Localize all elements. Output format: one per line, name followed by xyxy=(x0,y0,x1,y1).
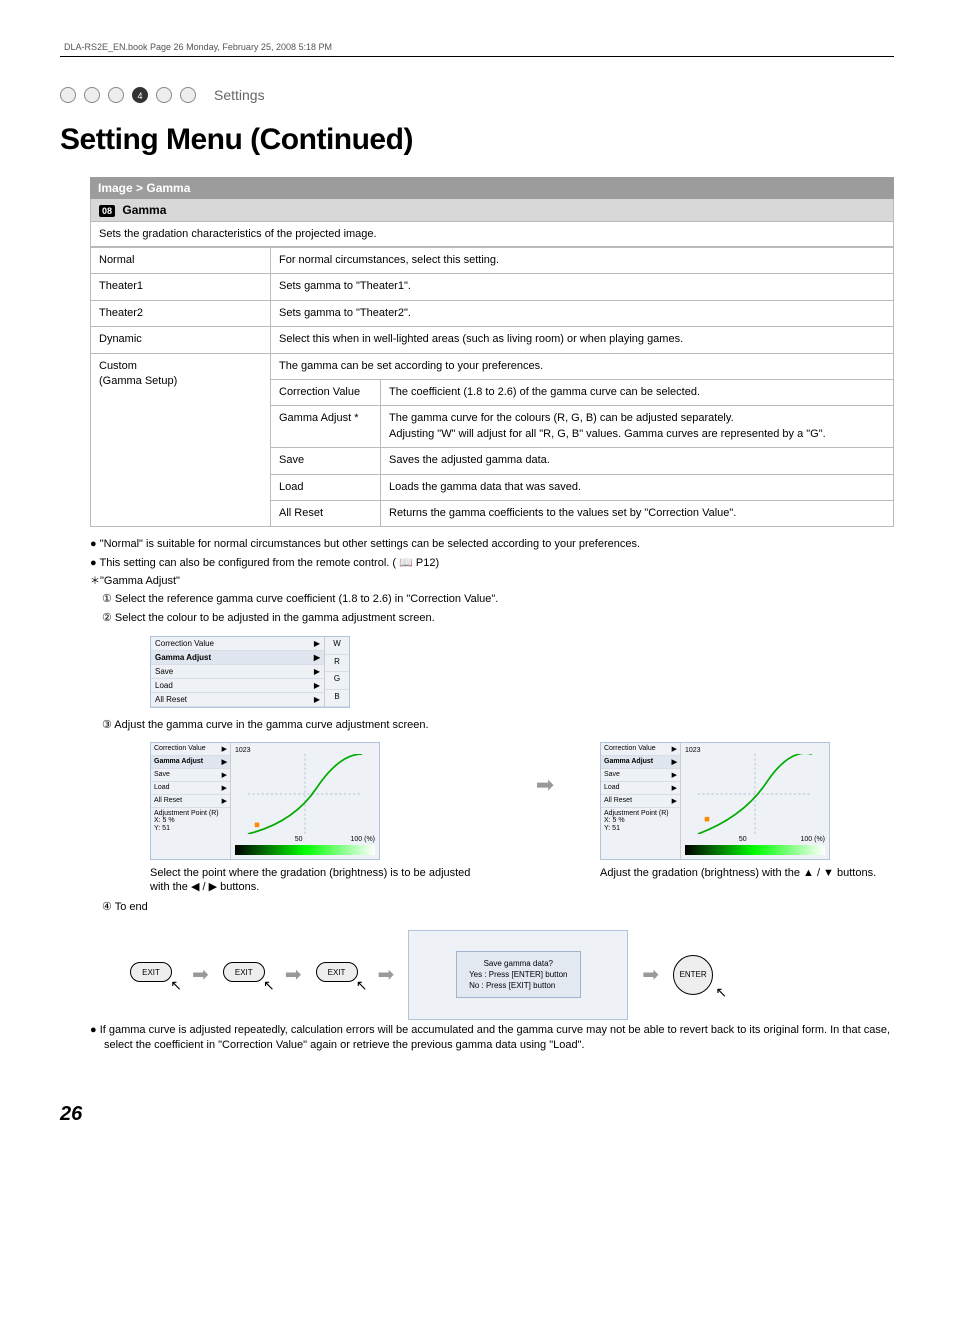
graph-screenshot-point-select: Correction Value▶ Gamma Adjust▶ Save▶ Lo… xyxy=(150,742,380,860)
flow-arrow-icon: ➡ xyxy=(642,962,659,987)
flow-arrow-icon: ➡ xyxy=(192,962,209,987)
flow-arrow-icon: ➡ xyxy=(378,962,395,987)
row-desc: The gamma can be set according to your p… xyxy=(271,353,894,379)
step-line: ③ Adjust the gamma curve in the gamma cu… xyxy=(90,718,894,733)
menu-screenshot-colour-select: Correction Value▶ Gamma Adjust▶ Save▶ Lo… xyxy=(150,636,350,708)
flow-arrow-icon: ➡ xyxy=(285,962,302,987)
step-circle xyxy=(156,87,172,103)
row-label: Normal xyxy=(91,248,271,274)
sub-row-label: Gamma Adjust * xyxy=(271,406,381,448)
note-line: "Normal" is suitable for normal circumst… xyxy=(90,537,894,552)
section-intro: Sets the gradation characteristics of th… xyxy=(90,222,894,247)
step-circle xyxy=(180,87,196,103)
sub-row-label: Load xyxy=(271,474,381,500)
row-desc: Sets gamma to "Theater1". xyxy=(271,274,894,300)
page-title: Setting Menu (Continued) xyxy=(60,123,894,157)
sub-row-desc: Saves the adjusted gamma data. xyxy=(381,448,894,474)
caption-right: Adjust the gradation (brightness) with t… xyxy=(600,866,876,880)
dialog-title: Save gamma data? xyxy=(469,958,567,969)
book-icon: 📖 xyxy=(399,557,413,569)
cursor-icon: ↖ xyxy=(263,977,275,994)
table-row: Dynamic Select this when in well-lighted… xyxy=(91,327,894,353)
sub-row-label: All Reset xyxy=(271,500,381,526)
final-note: If gamma curve is adjusted repeatedly, c… xyxy=(90,1023,894,1054)
sub-row-desc: The gamma curve for the colours (R, G, B… xyxy=(381,406,894,448)
enter-button-icon: ENTER ↖ xyxy=(673,955,723,995)
table-row: Normal For normal circumstances, select … xyxy=(91,248,894,274)
sub-row-desc: Returns the gamma coefficients to the va… xyxy=(381,500,894,526)
exit-button-icon: EXIT ↖ xyxy=(316,962,364,988)
gradient-bar-icon xyxy=(235,845,375,855)
cursor-icon: ↖ xyxy=(356,977,368,994)
row-label: Theater1 xyxy=(91,274,271,300)
gamma-table: Normal For normal circumstances, select … xyxy=(90,247,894,527)
table-row-custom: Custom (Gamma Setup) The gamma can be se… xyxy=(91,353,894,379)
flow-arrow-icon: ➡ xyxy=(530,742,560,798)
dialog-yes: Yes : Press [ENTER] button xyxy=(469,969,567,980)
gradient-bar-icon xyxy=(685,845,825,855)
cursor-icon: ↖ xyxy=(170,977,182,994)
row-label: Dynamic xyxy=(91,327,271,353)
exit-button-icon: EXIT ↖ xyxy=(223,962,271,988)
row-desc: Select this when in well-lighted areas (… xyxy=(271,327,894,353)
row-label: Theater2 xyxy=(91,300,271,326)
note-line: This setting can also be configured from… xyxy=(90,556,894,571)
step-circle xyxy=(84,87,100,103)
row-label-custom: Custom (Gamma Setup) xyxy=(91,353,271,527)
sub-row-label: Correction Value xyxy=(271,379,381,405)
sub-section-label: Gamma xyxy=(122,203,166,217)
notes-block: "Normal" is suitable for normal circumst… xyxy=(90,537,894,1053)
breadcrumb: 4 Settings xyxy=(60,87,894,103)
sub-row-desc: The coefficient (1.8 to 2.6) of the gamm… xyxy=(381,379,894,405)
sub-row-label: Save xyxy=(271,448,381,474)
step-line: ④ To end xyxy=(90,900,894,915)
caption-left: Select the point where the gradation (br… xyxy=(150,866,490,895)
exit-button-icon: EXIT ↖ xyxy=(130,962,178,988)
row-desc: For normal circumstances, select this se… xyxy=(271,248,894,274)
section-bar: Image > Gamma xyxy=(90,177,894,199)
step-circle-active: 4 xyxy=(132,87,148,103)
save-dialog: Save gamma data? Yes : Press [ENTER] but… xyxy=(408,930,628,1020)
cursor-icon: ↖ xyxy=(715,984,727,1001)
gamma-curve-icon xyxy=(235,754,375,834)
section-badge: 08 xyxy=(99,205,115,217)
graph-screenshot-adjust: Correction Value▶ Gamma Adjust▶ Save▶ Lo… xyxy=(600,742,830,860)
table-row: Theater2 Sets gamma to "Theater2". xyxy=(91,300,894,326)
step-circle xyxy=(108,87,124,103)
step-circle xyxy=(60,87,76,103)
gamma-curve-icon xyxy=(685,754,825,834)
table-row: Theater1 Sets gamma to "Theater1". xyxy=(91,274,894,300)
page-header-line: DLA-RS2E_EN.book Page 26 Monday, Februar… xyxy=(60,40,894,57)
breadcrumb-label: Settings xyxy=(214,87,265,103)
note-asterisk: "Gamma Adjust" xyxy=(90,574,894,589)
sub-section-bar: 08 Gamma xyxy=(90,199,894,222)
step-line: ② Select the colour to be adjusted in th… xyxy=(90,611,894,626)
exit-flow: EXIT ↖ ➡ EXIT ↖ ➡ EXIT ↖ ➡ Save gamma da… xyxy=(130,930,894,1020)
dialog-no: No : Press [EXIT] button xyxy=(469,980,567,991)
step-line: ① Select the reference gamma curve coeff… xyxy=(90,592,894,607)
page-number: 26 xyxy=(60,1103,894,1126)
sub-row-desc: Loads the gamma data that was saved. xyxy=(381,474,894,500)
row-desc: Sets gamma to "Theater2". xyxy=(271,300,894,326)
